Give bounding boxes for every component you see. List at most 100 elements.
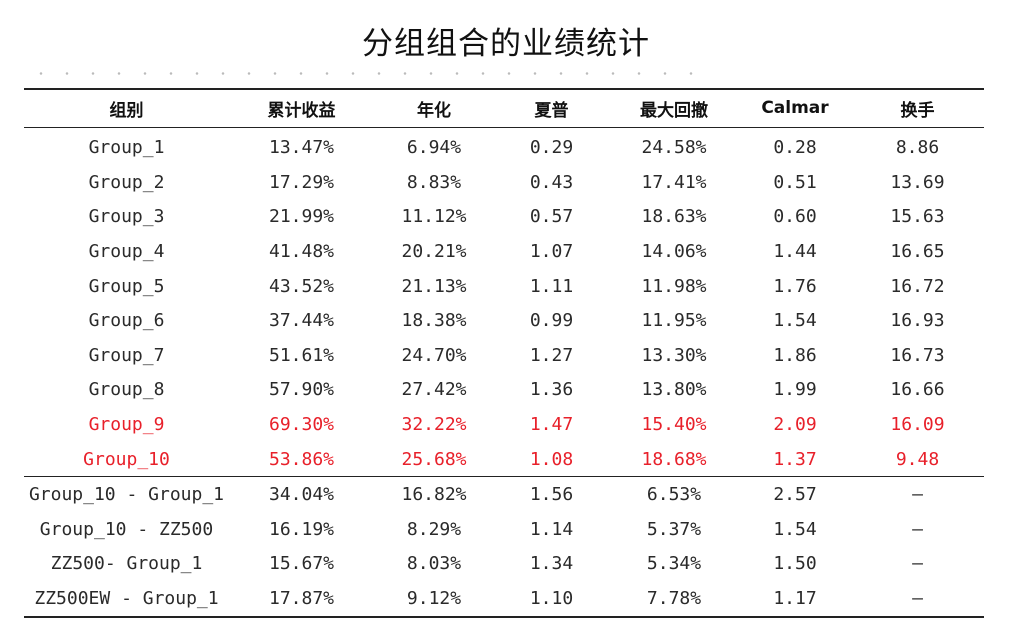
value-cell: 11.98% (641, 275, 707, 297)
header-row: 组别 累计收益 年化 夏普 最大回撤 Calmar 换手 (24, 89, 984, 127)
value-cell: 2.09 (773, 414, 817, 436)
value-cell: 0.43 (529, 171, 574, 193)
value-cell: 16.19% (268, 518, 335, 540)
value-cell: 16.93 (890, 310, 945, 332)
value-cell: 32.22% (401, 414, 467, 436)
table-row: Group_5 43.52% 21.13% 1.11 11.98% 1.76 16.72 (24, 269, 984, 304)
row-label-cell: ZZ500- Group_1 (50, 553, 203, 575)
row-label-cell: Group_1 (88, 137, 165, 159)
table-row: Group_10 53.86% 25.68% 1.08 18.68% 1.37 9.48 (24, 442, 984, 477)
value-cell: 13.80% (641, 379, 707, 401)
page-title: 分组组合的业绩统计 (362, 26, 650, 62)
value-cell: 1.10 (529, 588, 574, 610)
group-rows: Group_1 13.47% 6.94% 0.29 24.58% 0.28 8.86 Grou… (24, 127, 984, 477)
value-cell: 27.42% (401, 379, 467, 401)
value-cell: 1.14 (529, 518, 574, 540)
row-label-cell: Group_4 (88, 241, 165, 263)
value-cell: 7.78% (646, 588, 702, 610)
value-cell: 8.83% (406, 171, 462, 193)
value-cell: 15.63 (890, 206, 945, 228)
value-cell: 43.52% (268, 275, 335, 297)
value-cell: 21.99% (268, 206, 335, 228)
table-row: Group_2 17.29% 8.83% 0.43 17.41% 0.51 13.69 (24, 165, 984, 200)
header-cumulative-return: 累计收益 (267, 100, 336, 121)
value-cell: 9.48 (895, 448, 940, 470)
table-row: Group_10 - Group_1 34.04% 16.82% 1.56 6.53% 2… (24, 476, 984, 512)
value-cell: 21.13% (401, 275, 467, 297)
value-cell: 6.53% (646, 484, 702, 506)
value-cell: 24.70% (401, 344, 467, 366)
value-cell: 25.68% (401, 448, 467, 470)
row-label-cell: Group_5 (88, 275, 165, 297)
performance-table-container: 组别 累计收益 年化 夏普 最大回撤 Calmar 换手 Group_1 13.4… (24, 88, 984, 618)
table-row: ZZ500EW - Group_1 17.87% 9.12% 1.10 7.78% 1.1… (24, 581, 984, 617)
table-row: Group_10 - ZZ500 16.19% 8.29% 1.14 5.37% 1.54… (24, 512, 984, 547)
value-cell: 0.99 (529, 310, 574, 332)
row-label-cell: Group_10 - ZZ500 (39, 518, 214, 540)
value-cell: 5.37% (646, 518, 702, 540)
value-cell: 1.54 (773, 518, 817, 540)
value-cell: 1.34 (529, 553, 574, 575)
header-group: 组别 (109, 100, 144, 121)
value-cell: 20.21% (401, 241, 467, 263)
value-cell: 11.12% (401, 206, 467, 228)
table-row: Group_3 21.99% 11.12% 0.57 18.63% 0.60 15.63 (24, 200, 984, 235)
table-row: Group_1 13.47% 6.94% 0.29 24.58% 0.28 8.86 (24, 127, 984, 165)
difference-rows: Group_10 - Group_1 34.04% 16.82% 1.56 6.53% 2… (24, 476, 984, 617)
value-cell: 1.11 (529, 275, 574, 297)
value-cell: 0.57 (529, 206, 574, 228)
table-row: Group_7 51.61% 24.70% 1.27 13.30% 1.86 16.73 (24, 338, 984, 373)
row-label-cell: Group_9 (88, 414, 165, 436)
value-cell: 18.63% (641, 206, 707, 228)
value-cell: 1.44 (773, 241, 817, 263)
value-cell: 69.30% (268, 414, 335, 436)
value-cell: 14.06% (641, 241, 707, 263)
value-cell: – (912, 484, 923, 506)
header-sharpe: 夏普 (534, 100, 569, 121)
value-cell: 1.54 (773, 310, 817, 332)
value-cell: 1.56 (529, 484, 574, 506)
value-cell: 1.47 (529, 414, 574, 436)
value-cell: 0.60 (773, 206, 817, 228)
value-cell: 1.27 (529, 344, 574, 366)
value-cell: 1.08 (529, 448, 574, 470)
header-annualized: 年化 (417, 100, 451, 121)
value-cell: 13.69 (890, 171, 945, 193)
value-cell: 8.86 (895, 137, 940, 159)
row-label-cell: Group_10 - Group_1 (28, 484, 225, 506)
performance-table: 组别 累计收益 年化 夏普 最大回撤 Calmar 换手 Group_1 13.4… (24, 88, 984, 618)
value-cell: 13.47% (268, 137, 335, 159)
value-cell: – (912, 588, 923, 610)
header-calmar: Calmar (761, 98, 829, 119)
value-cell: 18.38% (401, 310, 467, 332)
row-label-cell: Group_10 (83, 448, 170, 470)
row-label-cell: Group_6 (88, 310, 165, 332)
value-cell: 6.94% (406, 137, 462, 159)
value-cell: 17.29% (268, 171, 335, 193)
scan-artifact-line (28, 72, 708, 75)
value-cell: 1.37 (773, 448, 817, 470)
value-cell: 1.17 (773, 588, 817, 610)
value-cell: 16.09 (890, 414, 945, 436)
row-label-cell: Group_3 (88, 206, 165, 228)
value-cell: 1.76 (773, 275, 817, 297)
value-cell: – (912, 518, 923, 540)
value-cell: 16.65 (890, 241, 945, 263)
table-row: Group_6 37.44% 18.38% 0.99 11.95% 1.54 16.93 (24, 303, 984, 338)
table-row: ZZ500- Group_1 15.67% 8.03% 1.34 5.34% 1.50 – (24, 547, 984, 582)
value-cell: 1.36 (529, 379, 574, 401)
value-cell: 13.30% (641, 344, 707, 366)
value-cell: 34.04% (268, 484, 335, 506)
value-cell: 1.50 (773, 553, 817, 575)
value-cell: 16.73 (890, 344, 945, 366)
value-cell: – (912, 553, 923, 575)
value-cell: 11.95% (641, 310, 707, 332)
table-header: 组别 累计收益 年化 夏普 最大回撤 Calmar 换手 (24, 89, 984, 127)
value-cell: 57.90% (268, 379, 335, 401)
value-cell: 15.67% (268, 553, 335, 575)
table-row: Group_8 57.90% 27.42% 1.36 13.80% 1.99 16.66 (24, 373, 984, 408)
value-cell: 16.72 (890, 275, 945, 297)
value-cell: 1.99 (773, 379, 817, 401)
table-row: Group_4 41.48% 20.21% 1.07 14.06% 1.44 16.65 (24, 234, 984, 269)
value-cell: 0.29 (529, 137, 574, 159)
